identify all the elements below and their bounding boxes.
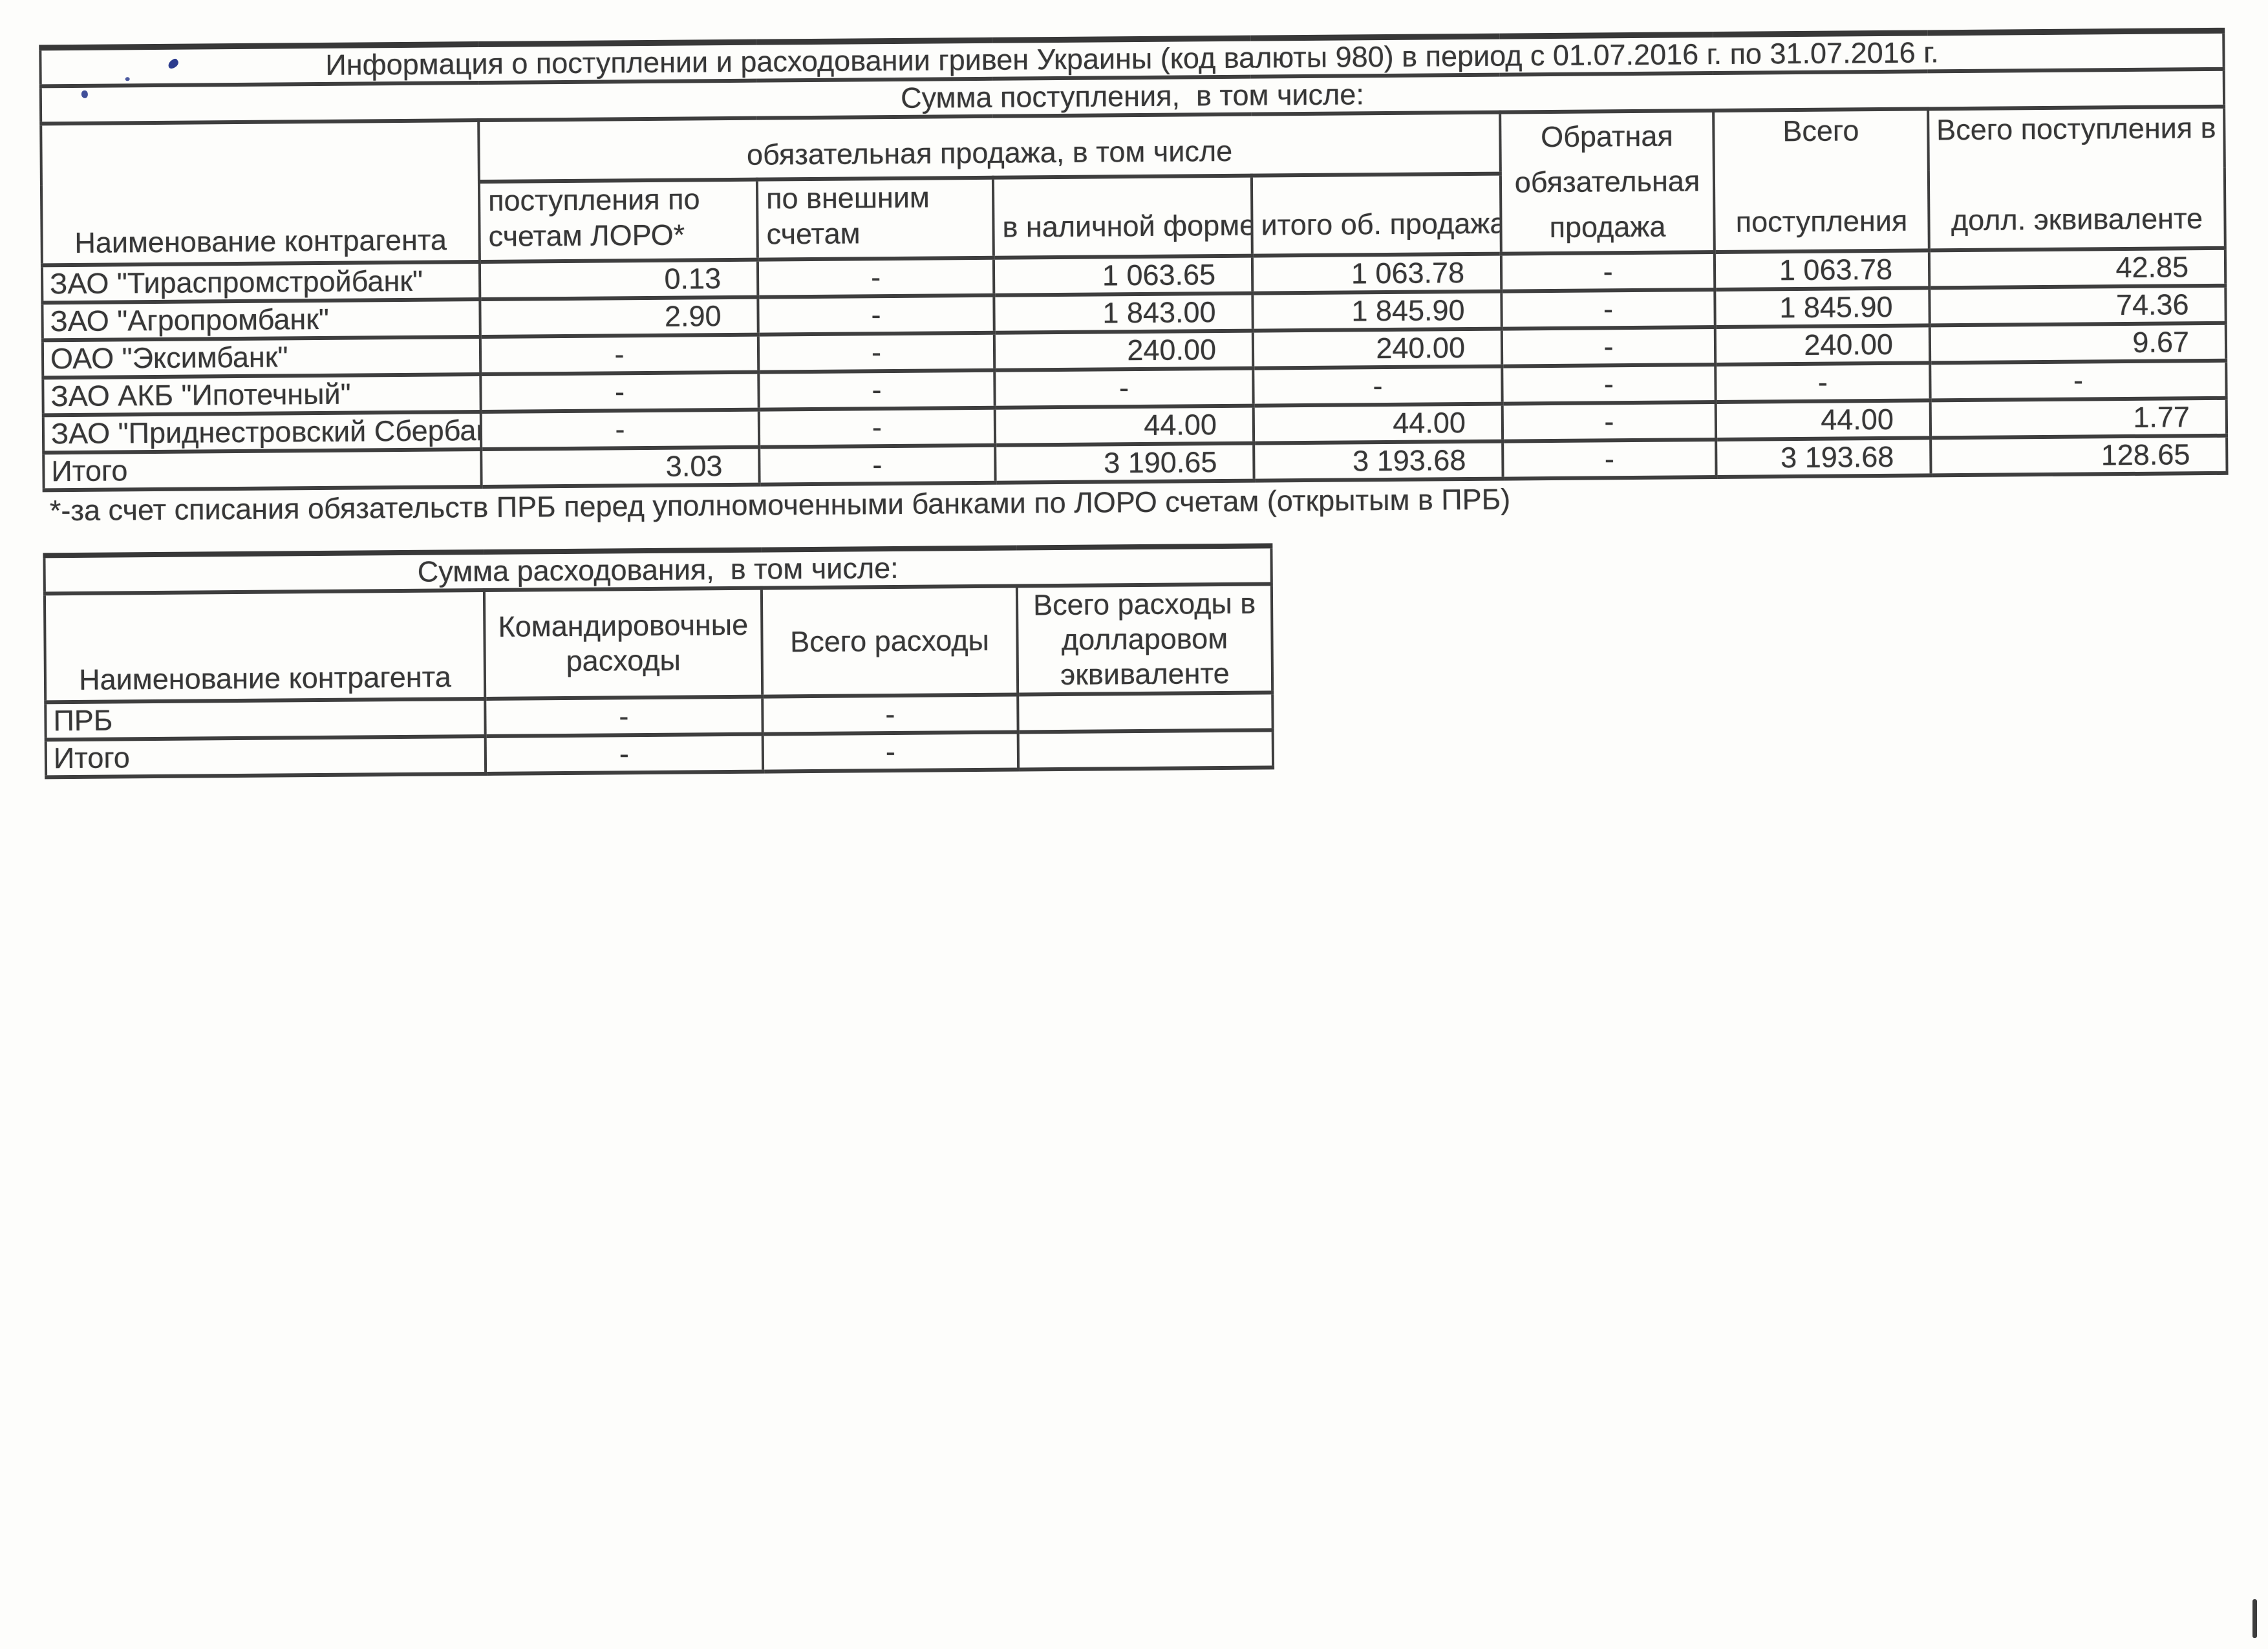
- total-value-cell: 44.00: [1715, 400, 1931, 440]
- cash-value-cell: 1 063.65: [993, 255, 1253, 295]
- external-value-cell: -: [757, 257, 994, 297]
- total-value-cell: -: [1715, 363, 1931, 402]
- contragent-name-cell: ПРБ: [45, 698, 486, 740]
- external-value-cell: -: [758, 295, 994, 335]
- usd-value-cell: -: [1930, 360, 2227, 401]
- header2-usd-equivalent: Всего расходы в долларовом эквиваленте: [1016, 584, 1273, 695]
- incoming-summary-table: Информация о поступлении и расходовании …: [39, 27, 2229, 493]
- header-total-incoming: Всего поступления: [1713, 109, 1929, 252]
- reverse-value-cell: -: [1502, 364, 1716, 404]
- loro-value-cell: 2.90: [480, 297, 758, 337]
- header-cash-form: в наличной форме: [992, 175, 1252, 258]
- reverse-value-cell: -: [1501, 251, 1715, 292]
- header-total-incoming-lines: Всего поступления: [1715, 111, 1928, 239]
- sale-total-value-cell: 1 063.78: [1252, 253, 1502, 293]
- header-reverse-mandatory-sale: Обратная обязательная продажа: [1500, 111, 1715, 254]
- usd-value-cell: 42.85: [1929, 248, 2226, 288]
- header2-travel-expenses: Командировочные расходы: [484, 588, 763, 699]
- header2-total-expenses: Всего расходы: [761, 586, 1018, 697]
- scan-edge-artifact: [2252, 1599, 2257, 1638]
- cash-value-cell: 44.00: [994, 405, 1254, 445]
- sale-total-value-cell: 3 193.68: [1254, 441, 1503, 481]
- total-expenses-value-cell: -: [762, 694, 1018, 734]
- external-value-cell: -: [758, 332, 995, 372]
- loro-value-cell: 3.03: [481, 447, 760, 487]
- reverse-value-cell: -: [1503, 439, 1717, 479]
- total-row-label-cell: Итого: [43, 449, 482, 491]
- sale-total-value-cell: 44.00: [1253, 403, 1503, 443]
- spending-summary-table: Сумма расходования, в том числе: Наимено…: [43, 543, 1275, 780]
- external-value-cell: -: [758, 407, 996, 447]
- sale-total-value-cell: 240.00: [1252, 328, 1503, 368]
- bank-name-cell: ЗАО "Тираспромстройбанк": [41, 261, 480, 303]
- loro-value-cell: -: [480, 334, 759, 374]
- usd-value-cell: 128.65: [1931, 435, 2227, 476]
- header-total-usd-equivalent: Всего поступления в долл. эквиваленте: [1928, 106, 2225, 251]
- reverse-value-cell: -: [1501, 326, 1716, 367]
- header-mandatory-sale-group: обязательная продажа, в том числе: [478, 112, 1501, 182]
- cash-value-cell: 1 843.00: [994, 293, 1253, 333]
- header-contragent-name: Наименование контрагента: [41, 120, 480, 266]
- sale-total-value-cell: -: [1253, 366, 1503, 406]
- total-value-cell: 1 063.78: [1714, 250, 1930, 290]
- header2-contragent-name: Наименование контрагента: [44, 590, 486, 703]
- bank-name-cell: ЗАО АКБ "Ипотечный": [43, 374, 481, 416]
- reverse-value-cell: -: [1502, 401, 1717, 442]
- usd-value-cell: 1.77: [1930, 398, 2227, 438]
- reverse-value-cell: -: [1501, 289, 1715, 329]
- travel-value-cell: -: [485, 696, 763, 736]
- total-value-cell: 240.00: [1715, 325, 1931, 365]
- cash-value-cell: 3 190.65: [995, 443, 1254, 483]
- external-value-cell: -: [758, 370, 995, 410]
- table2-header-row: Наименование контрагента Командировочные…: [44, 584, 1273, 703]
- sale-total-value-cell: 1 845.90: [1252, 291, 1502, 331]
- total-row-label-cell: Итого: [45, 736, 486, 778]
- usd-value-cell: 74.36: [1929, 285, 2226, 326]
- header-loro-accounts: поступления по счетам ЛОРО*: [478, 179, 758, 262]
- loro-value-cell: -: [480, 409, 760, 449]
- usd-expenses-value-cell: [1018, 692, 1273, 732]
- header-external-accounts: по внешним счетам: [756, 177, 994, 260]
- usd-value-cell: 9.67: [1929, 323, 2227, 363]
- header-total-usd-bottom: долл. эквиваленте: [1951, 202, 2203, 237]
- ink-speck: [81, 90, 88, 98]
- external-value-cell: -: [759, 445, 996, 485]
- header-total-usd-lines: Всего поступления в долл. эквиваленте: [1929, 109, 2224, 238]
- total-value-cell: 1 845.90: [1715, 288, 1930, 327]
- header-total-usd-top: Всего поступления в: [1936, 111, 2216, 147]
- total-expenses-value-cell: -: [762, 732, 1019, 772]
- loro-value-cell: -: [480, 372, 759, 412]
- bank-name-cell: ЗАО "Агропромбанк": [42, 299, 480, 341]
- usd-expenses-value-cell: [1018, 730, 1274, 770]
- loro-value-cell: 0.13: [479, 259, 758, 299]
- header-total-incoming-top: Всего: [1782, 114, 1859, 148]
- cash-value-cell: -: [994, 368, 1254, 408]
- ink-speck: [125, 77, 130, 81]
- total-value-cell: 3 193.68: [1716, 438, 1931, 477]
- header-total-incoming-bottom: поступления: [1735, 204, 1908, 239]
- bank-name-cell: ОАО "Эксимбанк": [42, 336, 481, 378]
- cash-value-cell: 240.00: [994, 330, 1254, 370]
- header-sale-total: итого об. продажа: [1251, 173, 1501, 256]
- bank-name-cell: ЗАО "Приднестровский Сбербанк": [43, 411, 482, 453]
- travel-value-cell: -: [485, 734, 764, 774]
